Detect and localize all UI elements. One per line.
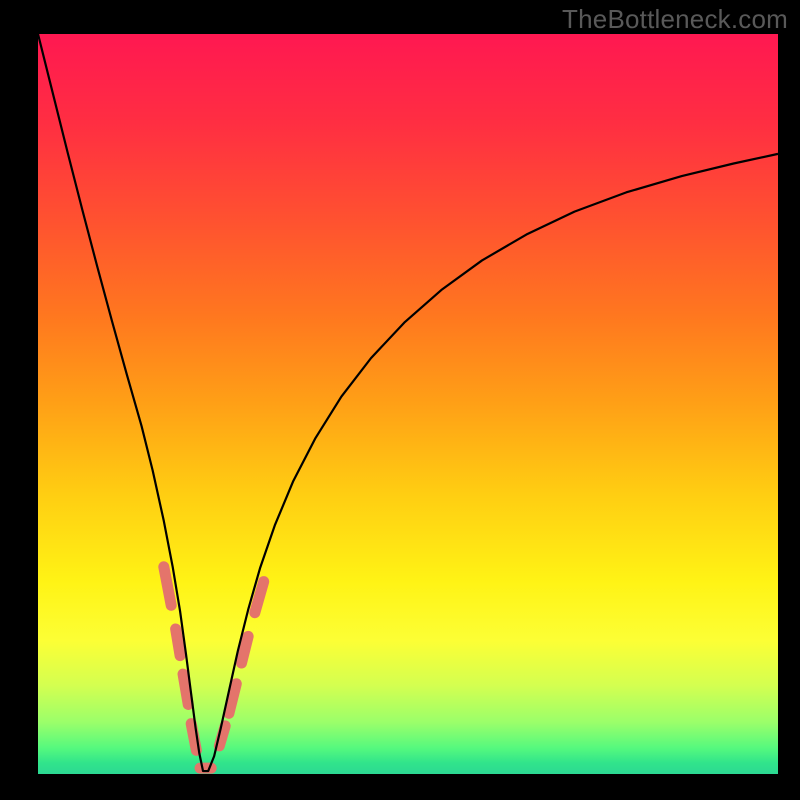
gradient-background	[38, 34, 778, 774]
bottleneck-chart	[0, 0, 800, 800]
chart-frame: TheBottleneck.com	[0, 0, 800, 800]
watermark-text: TheBottleneck.com	[562, 4, 788, 35]
